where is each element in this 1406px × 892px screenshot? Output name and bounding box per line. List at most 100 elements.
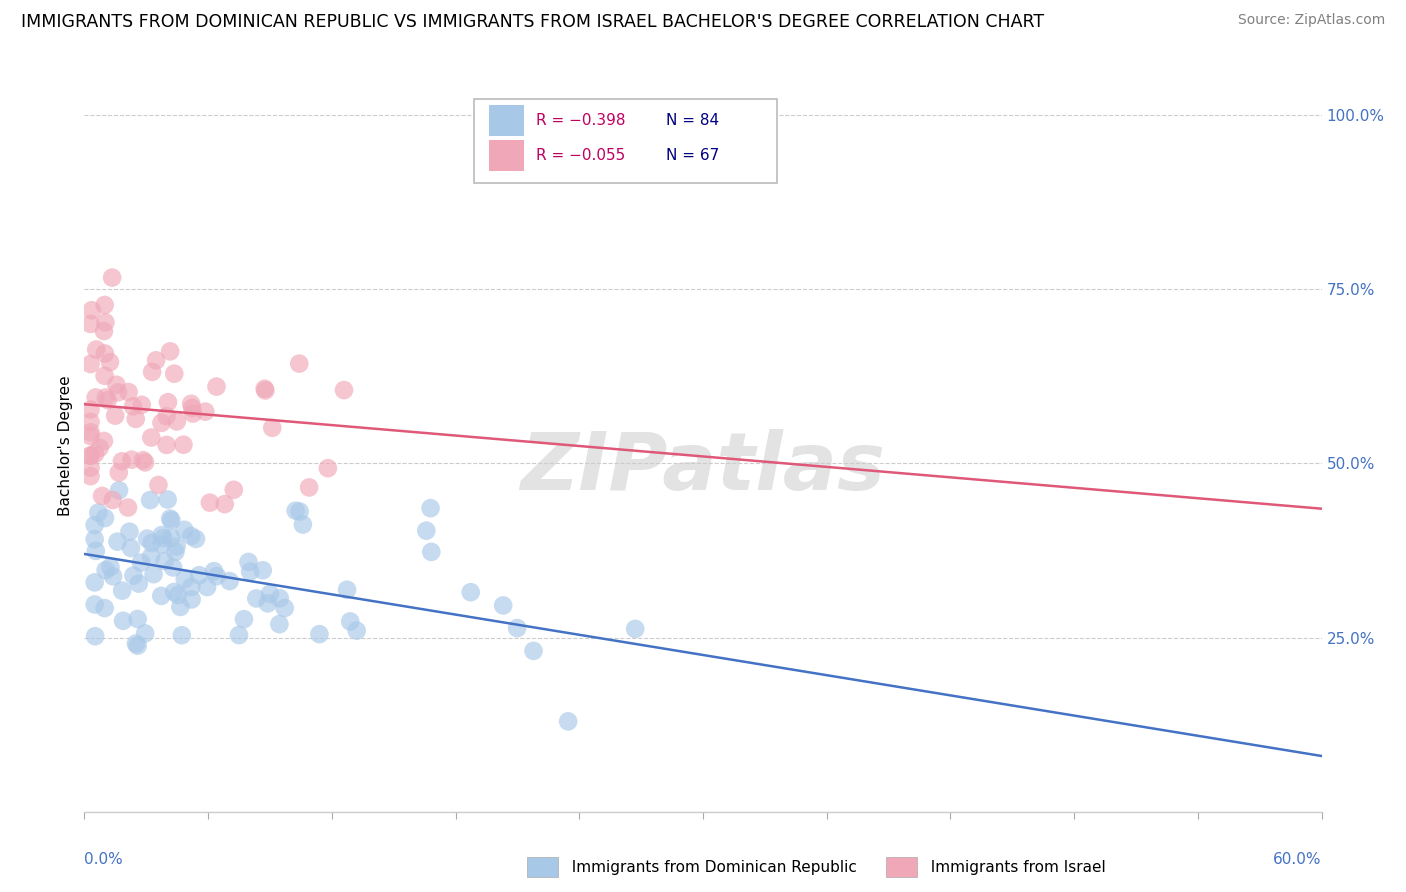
Point (121, 452, 143, 467)
Point (222, 483, 245, 497)
Point (180, 580, 202, 594)
Point (205, 379, 228, 393)
Point (288, 504, 311, 518)
Point (142, 567, 165, 582)
Point (259, 587, 281, 601)
Point (132, 453, 155, 467)
Point (83, 598, 105, 612)
Point (339, 615, 361, 629)
Point (127, 639, 149, 653)
Point (83, 575, 105, 590)
Point (205, 569, 228, 583)
Point (79, 357, 101, 371)
Point (291, 517, 314, 532)
Point (172, 438, 194, 452)
Point (166, 414, 188, 428)
Point (129, 556, 152, 570)
Point (163, 367, 186, 381)
Point (262, 421, 284, 435)
Point (79, 449, 101, 463)
Point (84, 391, 107, 405)
Point (89, 441, 111, 455)
Point (83, 518, 105, 533)
Point (152, 531, 174, 545)
Point (91, 489, 114, 503)
Point (522, 644, 544, 658)
Point (94, 346, 117, 360)
Point (218, 574, 240, 588)
Text: N = 84: N = 84 (666, 113, 718, 128)
Point (134, 626, 156, 640)
Point (87, 506, 110, 520)
Point (93, 368, 115, 383)
Text: R = −0.055: R = −0.055 (536, 148, 626, 163)
Point (93, 298, 115, 312)
Point (148, 478, 170, 492)
Point (84, 343, 107, 357)
Point (419, 501, 441, 516)
Point (134, 455, 156, 469)
Point (93, 601, 115, 615)
Point (79, 469, 101, 483)
Point (79, 460, 101, 475)
Point (624, 622, 647, 636)
Point (233, 612, 256, 626)
Point (84, 629, 107, 643)
Point (202, 564, 225, 578)
Text: Source: ZipAtlas.com: Source: ZipAtlas.com (1237, 13, 1385, 28)
Point (120, 541, 142, 555)
Point (156, 492, 179, 507)
Point (145, 353, 167, 368)
Point (180, 397, 202, 411)
Point (156, 395, 179, 409)
Point (557, 714, 579, 729)
FancyBboxPatch shape (474, 99, 778, 183)
Text: R = −0.398: R = −0.398 (536, 113, 626, 128)
Point (101, 270, 124, 285)
Point (84, 447, 107, 461)
Point (105, 377, 128, 392)
Point (173, 523, 195, 537)
Text: N = 67: N = 67 (666, 148, 718, 163)
Point (125, 637, 148, 651)
Point (79, 425, 101, 440)
Point (122, 568, 145, 582)
Point (180, 529, 202, 543)
Point (127, 612, 149, 626)
Point (160, 531, 183, 545)
Point (415, 524, 437, 538)
Point (156, 438, 179, 452)
Point (141, 431, 163, 445)
Bar (489, 140, 523, 171)
Point (122, 400, 145, 414)
Point (198, 495, 221, 509)
Point (160, 513, 183, 527)
Point (111, 454, 134, 468)
Point (108, 483, 131, 498)
Point (93, 434, 115, 448)
Point (79, 317, 101, 331)
Point (254, 384, 277, 398)
Point (83, 533, 105, 547)
Point (107, 385, 129, 400)
Point (111, 583, 134, 598)
Point (239, 565, 262, 579)
Point (181, 401, 204, 415)
Point (100, 560, 122, 574)
Point (94, 511, 117, 525)
Point (159, 511, 181, 525)
Point (79, 448, 101, 462)
Point (101, 569, 124, 583)
Point (336, 582, 359, 597)
Point (169, 599, 191, 614)
Point (139, 493, 162, 508)
Point (150, 416, 173, 430)
Point (159, 344, 181, 359)
Point (107, 466, 129, 480)
Point (316, 461, 339, 475)
Point (173, 572, 195, 586)
Point (228, 628, 250, 642)
Point (195, 580, 218, 594)
Point (141, 365, 163, 379)
Point (180, 592, 202, 607)
